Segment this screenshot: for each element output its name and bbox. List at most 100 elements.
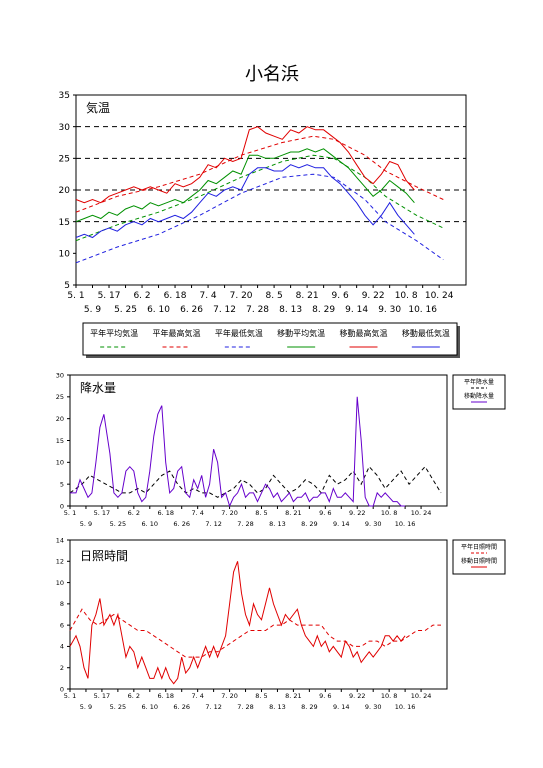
chart-title: 降水量	[80, 381, 116, 395]
x-tick-label: 10. 16	[408, 305, 437, 315]
x-tick-label: 8. 13	[269, 520, 286, 528]
x-tick-label: 8. 5	[255, 692, 267, 700]
x-tick-label: 8. 5	[255, 509, 267, 517]
y-tick-label: 15	[59, 218, 70, 228]
x-tick-label: 5. 17	[98, 291, 121, 301]
x-tick-label: 5. 17	[94, 509, 111, 517]
legend-label: 平年日照時間	[461, 543, 497, 551]
x-tick-label: 5. 25	[110, 520, 127, 528]
x-tick-label: 6. 2	[128, 509, 140, 517]
y-tick-label: 0	[60, 502, 64, 510]
series-line	[75, 126, 415, 204]
series-line	[75, 135, 444, 213]
x-tick-label: 6. 18	[164, 291, 187, 301]
legend-label: 平年最低気温	[215, 328, 263, 338]
x-tick-label: 9. 30	[365, 520, 382, 528]
x-tick-label: 6. 10	[142, 703, 159, 711]
x-tick-label: 10. 8	[381, 692, 398, 700]
x-tick-label: 7. 20	[230, 291, 253, 301]
y-tick-label: 10	[56, 579, 64, 587]
x-tick-label: 7. 12	[205, 703, 222, 711]
legend-temp: 平年平均気温 平年最高気温 平年最低気温 移動平均気温 移動最高気温 移動最低気温	[82, 322, 460, 358]
legend-label: 平年平均気温	[90, 328, 138, 338]
series-line	[70, 396, 406, 508]
x-tick-label: 9. 14	[333, 520, 350, 528]
x-tick-label: 7. 12	[205, 520, 222, 528]
x-tick-label: 8. 29	[301, 703, 318, 711]
y-tick-label: 20	[59, 186, 71, 196]
x-tick-label: 7. 28	[237, 520, 254, 528]
x-tick-label: 8. 29	[301, 520, 318, 528]
x-tick-label: 10. 16	[395, 703, 416, 711]
x-tick-label: 7. 20	[221, 692, 238, 700]
x-tick-label: 9. 22	[349, 509, 366, 517]
x-tick-label: 9. 22	[362, 291, 385, 301]
x-tick-label: 8. 13	[269, 703, 286, 711]
x-tick-label: 9. 22	[349, 692, 366, 700]
x-tick-label: 6. 18	[157, 509, 174, 517]
y-tick-label: 25	[59, 154, 70, 164]
x-tick-label: 9. 30	[365, 703, 382, 711]
y-tick-label: 14	[56, 536, 64, 544]
series-line	[69, 561, 406, 685]
legend-label: 移動降水量	[464, 392, 494, 400]
y-tick-label: 15	[56, 437, 64, 445]
y-tick-label: 10	[56, 459, 64, 467]
series-line	[75, 154, 444, 242]
x-tick-label: 9. 14	[333, 703, 350, 711]
x-tick-label: 10. 16	[395, 520, 416, 528]
y-tick-label: 0	[60, 685, 64, 693]
x-tick-label: 9. 30	[378, 305, 401, 315]
x-tick-label: 7. 4	[199, 291, 216, 301]
x-tick-label: 10. 8	[395, 291, 418, 301]
x-tick-label: 10. 24	[411, 692, 432, 700]
x-tick-label: 8. 21	[296, 291, 319, 301]
x-tick-label: 7. 4	[191, 692, 203, 700]
y-tick-label: 10	[59, 249, 71, 259]
x-tick-label: 6. 2	[133, 291, 150, 301]
x-tick-label: 5. 9	[80, 520, 92, 528]
x-tick-label: 7. 28	[246, 305, 269, 315]
legend-box	[82, 322, 458, 356]
x-tick-label: 5. 17	[94, 692, 111, 700]
x-tick-label: 6. 26	[173, 520, 190, 528]
series-line	[75, 148, 415, 223]
x-tick-label: 6. 10	[142, 520, 159, 528]
y-tick-label: 5	[64, 281, 70, 291]
x-tick-label: 5. 25	[114, 305, 137, 315]
x-tick-label: 9. 14	[345, 305, 368, 315]
x-tick-label: 8. 21	[285, 692, 302, 700]
chart-title: 気温	[86, 100, 110, 115]
page-title: 小名浜	[245, 64, 299, 85]
y-tick-label: 30	[59, 123, 71, 133]
legend-box	[452, 539, 506, 575]
y-tick-label: 12	[56, 558, 64, 566]
x-tick-label: 8. 13	[279, 305, 302, 315]
chart-1: 0 5 10 15 20 25 30 5. 1 5. 17 6. 2 6. 18 7. 4 7. 20 8…	[56, 371, 448, 528]
y-tick-label: 25	[56, 393, 64, 401]
x-tick-label: 6. 26	[180, 305, 203, 315]
series-line	[75, 173, 444, 264]
x-tick-label: 6. 2	[128, 692, 140, 700]
x-tick-label: 7. 4	[191, 509, 203, 517]
plot-frame	[69, 374, 448, 507]
y-tick-label: 8	[60, 600, 64, 608]
chart-2: 0 2 4 6 8 10 12 14 5. 1 5. 17 6. 2 6. 18 7. 4 7. 20 8.…	[56, 536, 448, 711]
x-tick-label: 10. 24	[425, 291, 454, 301]
y-tick-label: 35	[59, 91, 70, 101]
x-tick-label: 7. 28	[237, 703, 254, 711]
x-tick-label: 5. 9	[84, 305, 101, 315]
x-tick-label: 9. 6	[319, 509, 331, 517]
y-tick-label: 4	[60, 643, 64, 651]
y-tick-label: 6	[60, 621, 64, 629]
legend-box	[452, 374, 506, 410]
y-tick-label: 20	[56, 415, 64, 423]
x-tick-label: 5. 1	[67, 291, 84, 301]
x-tick-label: 8. 29	[312, 305, 335, 315]
legend-label: 平年降水量	[464, 378, 494, 386]
x-tick-label: 9. 6	[332, 291, 349, 301]
legend-label: 移動日照時間	[461, 557, 497, 565]
x-tick-label: 8. 5	[266, 291, 283, 301]
